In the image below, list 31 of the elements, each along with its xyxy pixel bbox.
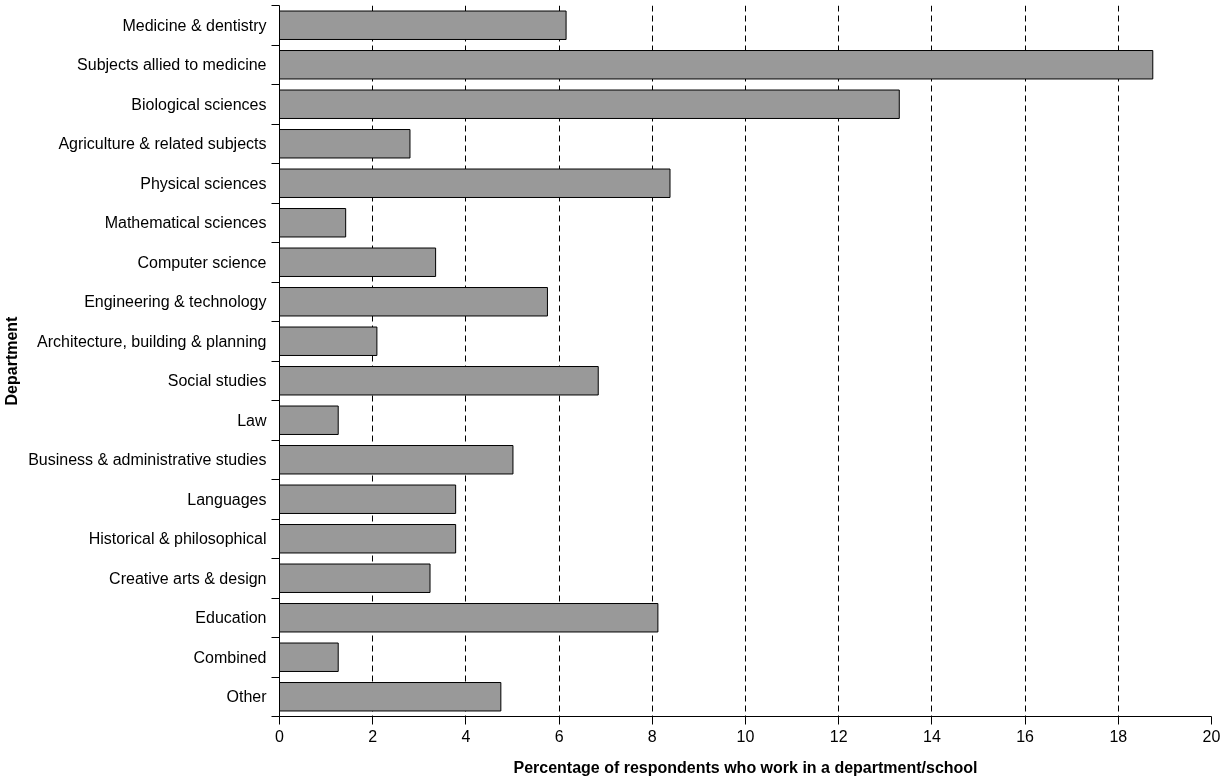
y-tick-label: Computer science xyxy=(137,253,267,271)
x-tick-label: 14 xyxy=(923,727,941,745)
y-tick-label: Medicine & dentistry xyxy=(122,16,267,34)
x-tick-label: 16 xyxy=(1016,727,1035,745)
y-tick-label: Physical sciences xyxy=(140,174,267,192)
y-tick-label: Mathematical sciences xyxy=(104,214,267,232)
x-tick-label: 6 xyxy=(554,727,564,745)
y-tick-label: Engineering & technology xyxy=(84,293,267,311)
x-tick-label: 8 xyxy=(647,727,657,745)
x-tick-label: 12 xyxy=(829,727,848,745)
y-tick-label: Combined xyxy=(193,648,267,666)
y-tick-label: Agriculture & related subjects xyxy=(58,135,267,153)
y-tick-label: Biological sciences xyxy=(131,95,267,113)
y-tick-label: Creative arts & design xyxy=(109,569,267,587)
y-tick-label: Education xyxy=(195,609,267,627)
x-tick-label: 20 xyxy=(1202,727,1221,745)
x-tick-label: 0 xyxy=(275,727,285,745)
y-tick-label: Historical & philosophical xyxy=(88,530,267,548)
y-tick-label: Law xyxy=(237,411,267,429)
x-axis-title: Percentage of respondents who work in a department/school xyxy=(513,758,978,776)
x-tick-label: 4 xyxy=(461,727,471,745)
y-axis-title: Department xyxy=(3,315,21,406)
y-tick-label: Social studies xyxy=(167,372,267,390)
x-tick-label: 10 xyxy=(736,727,755,745)
y-tick-label: Languages xyxy=(187,490,267,508)
y-tick-label: Architecture, building & planning xyxy=(37,332,267,350)
x-tick-label: 2 xyxy=(368,727,378,745)
y-tick-label: Other xyxy=(226,688,268,706)
y-tick-label: Subjects allied to medicine xyxy=(77,56,267,74)
y-tick-label: Business & administrative studies xyxy=(28,451,267,469)
x-tick-label: 18 xyxy=(1109,727,1128,745)
